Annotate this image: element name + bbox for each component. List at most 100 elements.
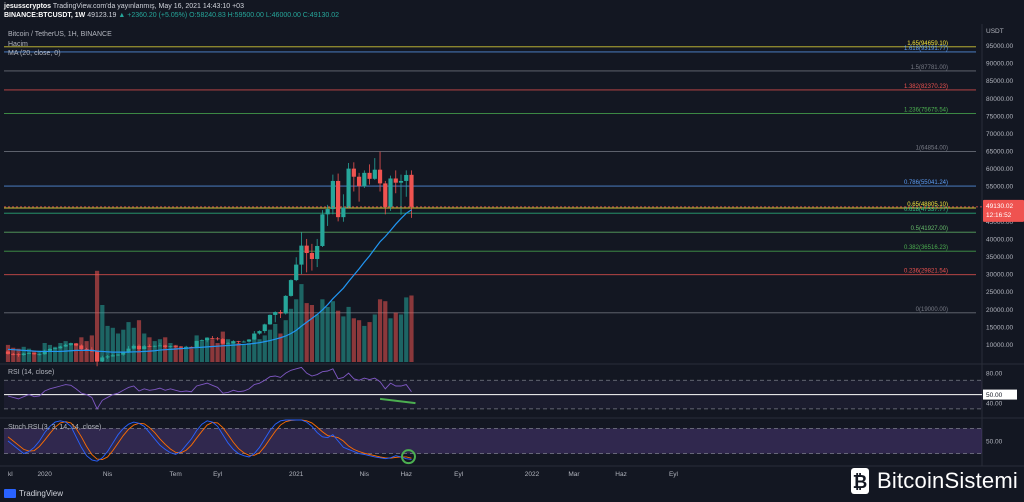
chart-header: jesusscryptos TradingView.com'da yayınla… bbox=[4, 2, 339, 20]
candle-body bbox=[68, 343, 73, 345]
current-price-label: 49130.02 bbox=[986, 203, 1013, 210]
stoch-band bbox=[4, 428, 982, 454]
volume-bar bbox=[26, 348, 32, 362]
price-tick-label: 95000.00 bbox=[986, 43, 1013, 50]
candle-body bbox=[393, 178, 398, 183]
candle-body bbox=[398, 180, 404, 183]
candle-body bbox=[383, 183, 388, 207]
candle-body bbox=[42, 350, 47, 355]
rsi-value-tag bbox=[983, 389, 1017, 400]
candle-body bbox=[178, 346, 184, 348]
time-axis-label: 2022 bbox=[525, 471, 540, 478]
legend-ma[interactable]: MA (20, close, 0) bbox=[8, 50, 61, 57]
candle-body bbox=[225, 343, 231, 345]
candle-body bbox=[299, 245, 304, 265]
volume-bar bbox=[257, 339, 262, 362]
legend-volume[interactable]: Hacim bbox=[8, 41, 28, 48]
candle-body bbox=[26, 353, 32, 355]
volume-bar bbox=[225, 339, 231, 362]
candle-body bbox=[336, 180, 341, 218]
price-tick-label: 35000.00 bbox=[986, 254, 1013, 261]
time-axis-label: Tem bbox=[170, 471, 182, 478]
candle-body bbox=[168, 346, 173, 347]
ma20-line bbox=[7, 209, 412, 353]
fib-level-label: 0.236(29821.54) bbox=[904, 269, 948, 275]
volume-bar bbox=[288, 308, 294, 362]
tradingview-logo-icon bbox=[4, 489, 16, 498]
stoch-rsi-pane-label[interactable]: Stoch RSI (3, 3, 14, 14, close) bbox=[8, 424, 102, 431]
rsi-pane-label[interactable]: RSI (14, close) bbox=[8, 369, 55, 376]
volume-bar bbox=[341, 316, 346, 362]
volume-bar bbox=[330, 301, 335, 362]
candle-body bbox=[372, 169, 377, 179]
volume-bar bbox=[409, 295, 414, 362]
candle-body bbox=[388, 178, 393, 207]
time-axis-label: 2020 bbox=[37, 471, 52, 478]
price-tick-label: 75000.00 bbox=[986, 113, 1013, 120]
volume-bar bbox=[168, 343, 173, 362]
volume-bar bbox=[236, 343, 241, 362]
candle-body bbox=[5, 351, 11, 354]
fib-level-label: 1.618(93191.77) bbox=[904, 46, 948, 52]
candle-body bbox=[32, 353, 37, 355]
candle-body bbox=[252, 333, 257, 340]
bitcoin-logo-icon: ₿ bbox=[851, 468, 870, 494]
time-axis-label: Haz bbox=[400, 471, 412, 478]
candle-body bbox=[262, 324, 267, 332]
volume-bar bbox=[267, 329, 273, 362]
fib-level-label: 1.65(94659.10) bbox=[907, 41, 948, 47]
fib-level-label: 1.236(75675.54) bbox=[904, 108, 948, 114]
rsi-tick-label: 40.00 bbox=[986, 401, 1003, 408]
candle-body bbox=[115, 354, 121, 356]
time-axis-label: kl bbox=[8, 471, 13, 478]
volume-bar bbox=[189, 348, 194, 362]
legend-title[interactable]: Bitcoin / TetherUS, 1H, BINANCE bbox=[8, 31, 112, 38]
volume-bar bbox=[393, 312, 398, 362]
volume-bar bbox=[210, 339, 215, 362]
candle-body bbox=[37, 354, 42, 356]
symbol-name[interactable]: BINANCE:BTCUSDT, 1W bbox=[4, 12, 86, 19]
candle-body bbox=[121, 352, 126, 355]
candle-body bbox=[47, 348, 53, 351]
price-tick-label: 30000.00 bbox=[986, 272, 1013, 279]
candle-body bbox=[74, 343, 79, 346]
candle-body bbox=[53, 348, 58, 350]
candle-body bbox=[404, 174, 409, 181]
fib-level-label: 0(19000.00) bbox=[916, 307, 948, 313]
volume-bar bbox=[246, 343, 252, 362]
volume-bar bbox=[372, 314, 377, 362]
candle-body bbox=[257, 331, 262, 334]
volume-bar bbox=[278, 333, 283, 362]
current-price-tag bbox=[983, 199, 1024, 222]
candle-body bbox=[173, 346, 178, 347]
fib-level-label: 0.5(41927.00) bbox=[911, 226, 948, 232]
candle-body bbox=[267, 314, 273, 325]
volume-bar bbox=[58, 343, 63, 362]
candle-body bbox=[351, 168, 356, 177]
volume-bar bbox=[283, 320, 288, 362]
price-unit-label: USDT bbox=[986, 28, 1004, 35]
ohlc-values: O:58240.83 H:59500.00 L:46000.00 C:49130… bbox=[189, 12, 340, 19]
volume-bar bbox=[398, 314, 404, 362]
volume-bar bbox=[205, 337, 210, 362]
time-axis-label: Nis bbox=[360, 471, 370, 478]
candle-body bbox=[94, 351, 100, 362]
price-tick-label: 70000.00 bbox=[986, 131, 1013, 138]
svg-text:₿: ₿ bbox=[853, 472, 868, 493]
candle-body bbox=[58, 346, 63, 349]
candle-body bbox=[210, 338, 215, 339]
volume-bar bbox=[299, 284, 304, 362]
volume-bar bbox=[68, 343, 73, 362]
candle-body bbox=[84, 348, 89, 350]
candle-body bbox=[288, 280, 294, 296]
stoch-cross-annotation bbox=[400, 449, 416, 465]
volume-bar bbox=[84, 341, 89, 362]
volume-bar bbox=[74, 344, 79, 362]
volume-bar bbox=[388, 318, 393, 362]
last-price: 49123.19 bbox=[87, 12, 117, 19]
candle-body bbox=[409, 174, 414, 207]
tradingview-watermark[interactable]: TradingView bbox=[4, 489, 63, 498]
candle-body bbox=[367, 172, 372, 179]
candle-body bbox=[189, 346, 194, 348]
